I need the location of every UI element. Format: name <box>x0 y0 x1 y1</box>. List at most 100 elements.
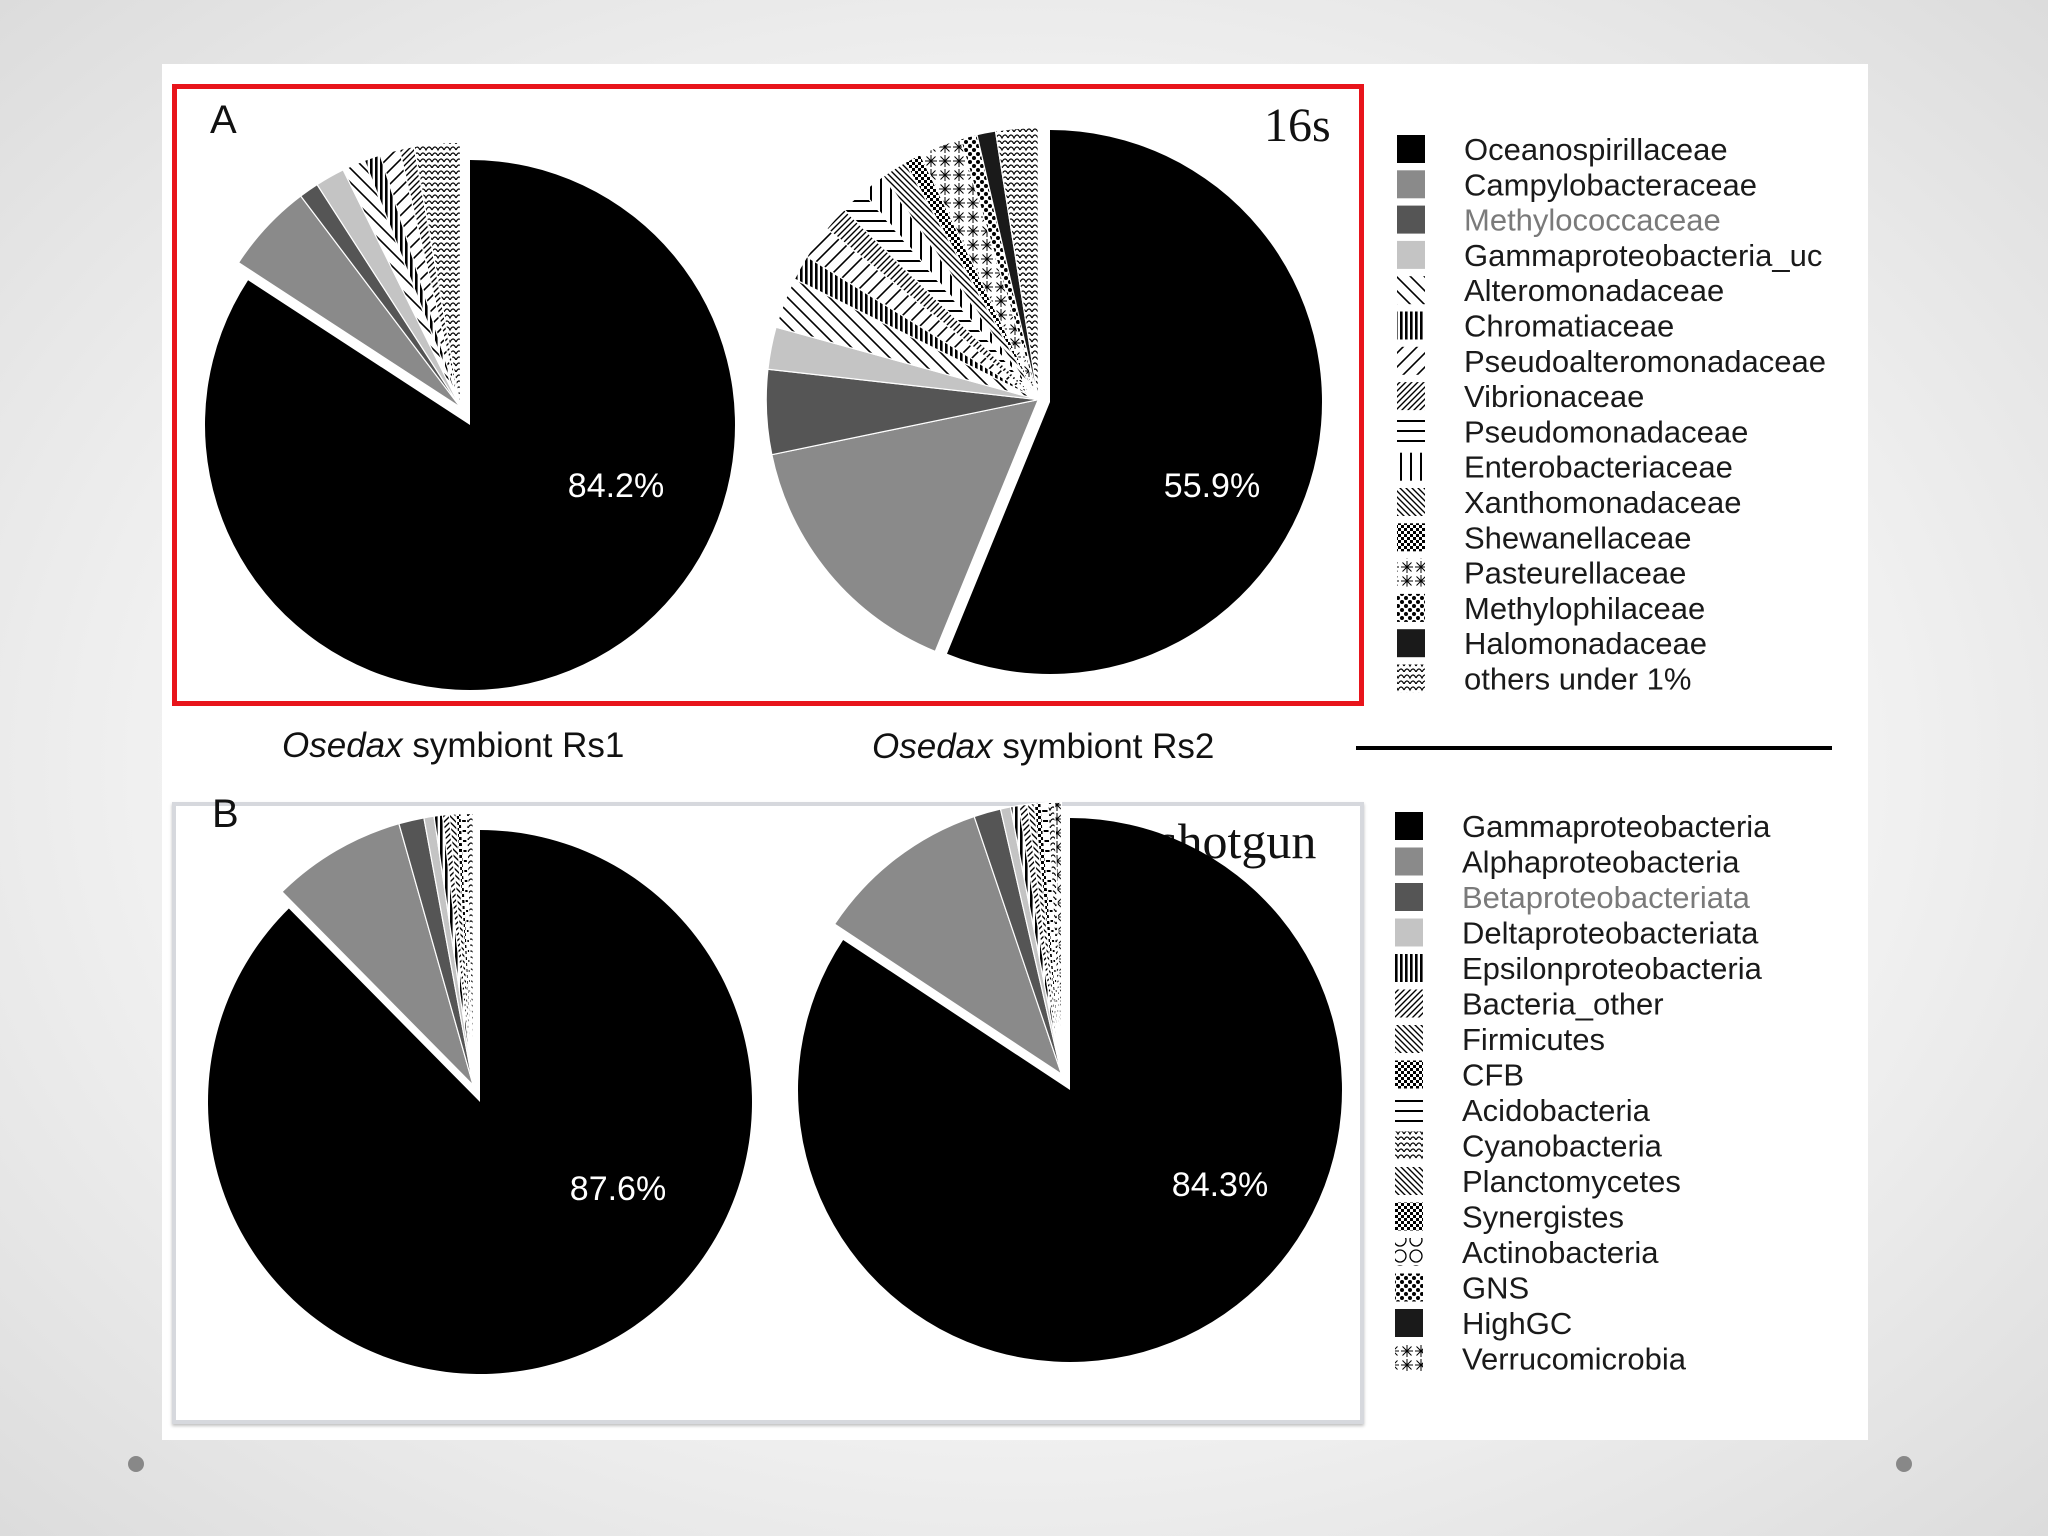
caption-rs2-text: symbiont Rs2 <box>992 727 1215 766</box>
pie-4-slice-gammaproteobacteria <box>797 818 1342 1363</box>
panel-a-frame <box>172 84 1364 706</box>
legend-16s-swatch-enterobacteriaceae <box>1397 452 1425 481</box>
legend-shotgun-label-verrucomicrobia: Verrucomicrobia <box>1462 1342 1687 1377</box>
legend-16s-swatch-pasteurellaceae <box>1397 558 1425 587</box>
legend-16s-swatch-methylophilaceae <box>1397 593 1425 622</box>
legend-shotgun-swatch-cfb <box>1395 1060 1423 1089</box>
legend-16s-swatch-vibrionaceae <box>1397 382 1425 411</box>
caption-rs1-genus: Osedax <box>282 726 403 765</box>
legend-16s-swatch-shewanellaceae <box>1397 523 1425 552</box>
pie-2: 55.9% <box>765 127 1322 674</box>
legend-16s-label-chromatiaceae: Chromatiaceae <box>1464 309 1674 344</box>
legend-16s-label-enterobacteriaceae: Enterobacteriaceae <box>1464 450 1733 485</box>
pie-2-percent-label: 55.9% <box>1164 467 1260 505</box>
legend-16s: OceanospirillaceaeCampylobacteraceaeMeth… <box>1397 132 1826 697</box>
legend-shotgun-label-synergistes: Synergistes <box>1462 1200 1624 1235</box>
legend-shotgun-swatch-epsilonproteobacteria <box>1395 954 1423 982</box>
legend-16s-label-shewanellaceae: Shewanellaceae <box>1464 520 1692 555</box>
caption-rs2-genus: Osedax <box>872 727 993 766</box>
pie-4-slice-alphaproteobacteria <box>833 815 1063 1076</box>
legend-16s-label-alteromonadaceae: Alteromonadaceae <box>1464 273 1724 308</box>
legend-16s-swatch-pseudoalteromonadaceae <box>1397 346 1425 375</box>
pie-4-slice-verrucomicrobia <box>1054 801 1063 1075</box>
legend-16s-swatch-halomonadaceae <box>1397 629 1425 658</box>
legend-shotgun-swatch-planctomycetes <box>1395 1167 1423 1195</box>
legend-16s-label-xanthomonadaceae: Xanthomonadaceae <box>1464 485 1742 520</box>
panel-a-letter: A <box>210 98 237 142</box>
slide-nav-dot-right[interactable] <box>1896 1456 1912 1472</box>
legend-shotgun-label-deltaproteobacteriata: Deltaproteobacteriata <box>1462 916 1759 951</box>
legend-16s-swatch-campylobacteraceae <box>1397 170 1425 199</box>
pie-2-slice-oceanospirillaceae <box>947 130 1322 674</box>
legend-16s-label-oceanospirillaceae: Oceanospirillaceae <box>1464 132 1728 167</box>
legend-16s-swatch-alteromonadaceae <box>1397 276 1425 305</box>
legend-shotgun-label-firmicutes: Firmicutes <box>1462 1022 1605 1057</box>
slide-nav-dot-left[interactable] <box>128 1456 144 1472</box>
caption-rs1-text: symbiont Rs1 <box>402 726 625 765</box>
legend-shotgun-swatch-deltaproteobacteriata <box>1395 918 1423 947</box>
pie-1-slice-oceanospirillaceae <box>205 160 736 691</box>
legend-16s-label-vibrionaceae: Vibrionaceae <box>1464 379 1644 414</box>
legend-shotgun-label-epsilonproteobacteria: Epsilonproteobacteria <box>1462 951 1763 986</box>
pie-2-slice-campylobacteraceae <box>771 398 1040 653</box>
pie-3: 87.6% <box>208 812 752 1374</box>
panel-b-frame <box>172 802 1364 1424</box>
panel-b-letter: B <box>212 792 239 836</box>
pie-4-percent-label: 84.3% <box>1172 1166 1268 1204</box>
legend-16s-swatch-oceanospirillaceae <box>1397 135 1425 163</box>
legend-shotgun-label-acidobacteria: Acidobacteria <box>1462 1093 1651 1128</box>
caption-rs1: Osedax symbiont Rs1 <box>282 726 624 766</box>
pie-2-slice-others-under-1 <box>994 127 1039 400</box>
legend-shotgun-swatch-gammaproteobacteria <box>1395 812 1423 840</box>
pie-3-percent-label: 87.6% <box>570 1170 666 1208</box>
pie-3-slice-gammaproteobacteria <box>208 830 752 1374</box>
legend-shotgun-label-highgc: HighGC <box>1462 1306 1572 1341</box>
legend-16s-swatch-pseudomonadaceae <box>1397 417 1425 446</box>
legend-shotgun-label-betaproteobacteriata: Betaproteobacteriata <box>1462 880 1751 915</box>
legend-16s-label-halomonadaceae: Halomonadaceae <box>1464 626 1707 661</box>
legend-shotgun: GammaproteobacteriaAlphaproteobacteriaBe… <box>1395 809 1771 1377</box>
legend-shotgun-label-cfb: CFB <box>1462 1058 1524 1093</box>
legend-16s-label-pseudoalteromonadaceae: Pseudoalteromonadaceae <box>1464 344 1826 379</box>
legend-16s-label-gammaproteobacteria-uc: Gammaproteobacteria_uc <box>1464 238 1822 273</box>
legend-shotgun-swatch-acidobacteria <box>1395 1096 1423 1124</box>
legend-shotgun-swatch-actinobacteria <box>1395 1238 1423 1266</box>
legend-16s-label-methylococcaceae: Methylococcaceae <box>1464 203 1721 238</box>
pie-1: 84.2% <box>205 141 736 691</box>
legend-shotgun-swatch-gns <box>1395 1273 1423 1302</box>
legend-shotgun-swatch-betaproteobacteriata <box>1395 883 1423 911</box>
legend-shotgun-swatch-synergistes <box>1395 1202 1423 1231</box>
legend-shotgun-label-bacteria-other: Bacteria_other <box>1462 987 1664 1022</box>
legend-shotgun-swatch-alphaproteobacteria <box>1395 847 1423 876</box>
legend-16s-label-pseudomonadaceae: Pseudomonadaceae <box>1464 414 1748 449</box>
legend-16s-swatch-others-under-1 <box>1397 664 1425 693</box>
method-label-16s: 16s <box>1264 99 1331 152</box>
legend-16s-swatch-methylococcaceae <box>1397 205 1425 234</box>
pie-4: 84.3% <box>797 801 1342 1363</box>
legend-shotgun-label-gns: GNS <box>1462 1271 1529 1306</box>
legend-shotgun-label-alphaproteobacteria: Alphaproteobacteria <box>1462 845 1740 880</box>
caption-rs2: Osedax symbiont Rs2 <box>872 727 1214 767</box>
legend-shotgun-swatch-cyanobacteria <box>1395 1131 1423 1160</box>
pie-3-slice-cyanobacteria <box>465 812 474 1086</box>
legend-shotgun-label-gammaproteobacteria: Gammaproteobacteria <box>1462 809 1771 844</box>
legend-shotgun-swatch-bacteria-other <box>1395 989 1423 1018</box>
legend-shotgun-label-planctomycetes: Planctomycetes <box>1462 1164 1681 1199</box>
legend-16s-swatch-xanthomonadaceae <box>1397 488 1425 516</box>
legend-16s-label-pasteurellaceae: Pasteurellaceae <box>1464 556 1686 591</box>
legend-shotgun-swatch-firmicutes <box>1395 1025 1423 1053</box>
legend-shotgun-swatch-highgc <box>1395 1309 1423 1337</box>
pie-3-slice-alphaproteobacteria <box>281 822 474 1086</box>
legend-shotgun-label-actinobacteria: Actinobacteria <box>1462 1235 1659 1270</box>
pie-1-percent-label: 84.2% <box>568 467 664 505</box>
legend-16s-label-campylobacteraceae: Campylobacteraceae <box>1464 167 1757 202</box>
legend-shotgun-swatch-verrucomicrobia <box>1395 1344 1423 1373</box>
legend-16s-swatch-gammaproteobacteria-uc <box>1397 240 1425 269</box>
legend-16s-swatch-chromatiaceae <box>1397 311 1425 340</box>
legend-shotgun-label-cyanobacteria: Cyanobacteria <box>1462 1129 1663 1164</box>
legend-16s-label-others-under-1: others under 1% <box>1464 662 1691 697</box>
pies-layer: 84.2% 55.9% 87.6% 84.3% <box>205 127 1342 1374</box>
pie-1-slice-others-under-1 <box>413 141 462 408</box>
legend-16s-label-methylophilaceae: Methylophilaceae <box>1464 591 1705 626</box>
